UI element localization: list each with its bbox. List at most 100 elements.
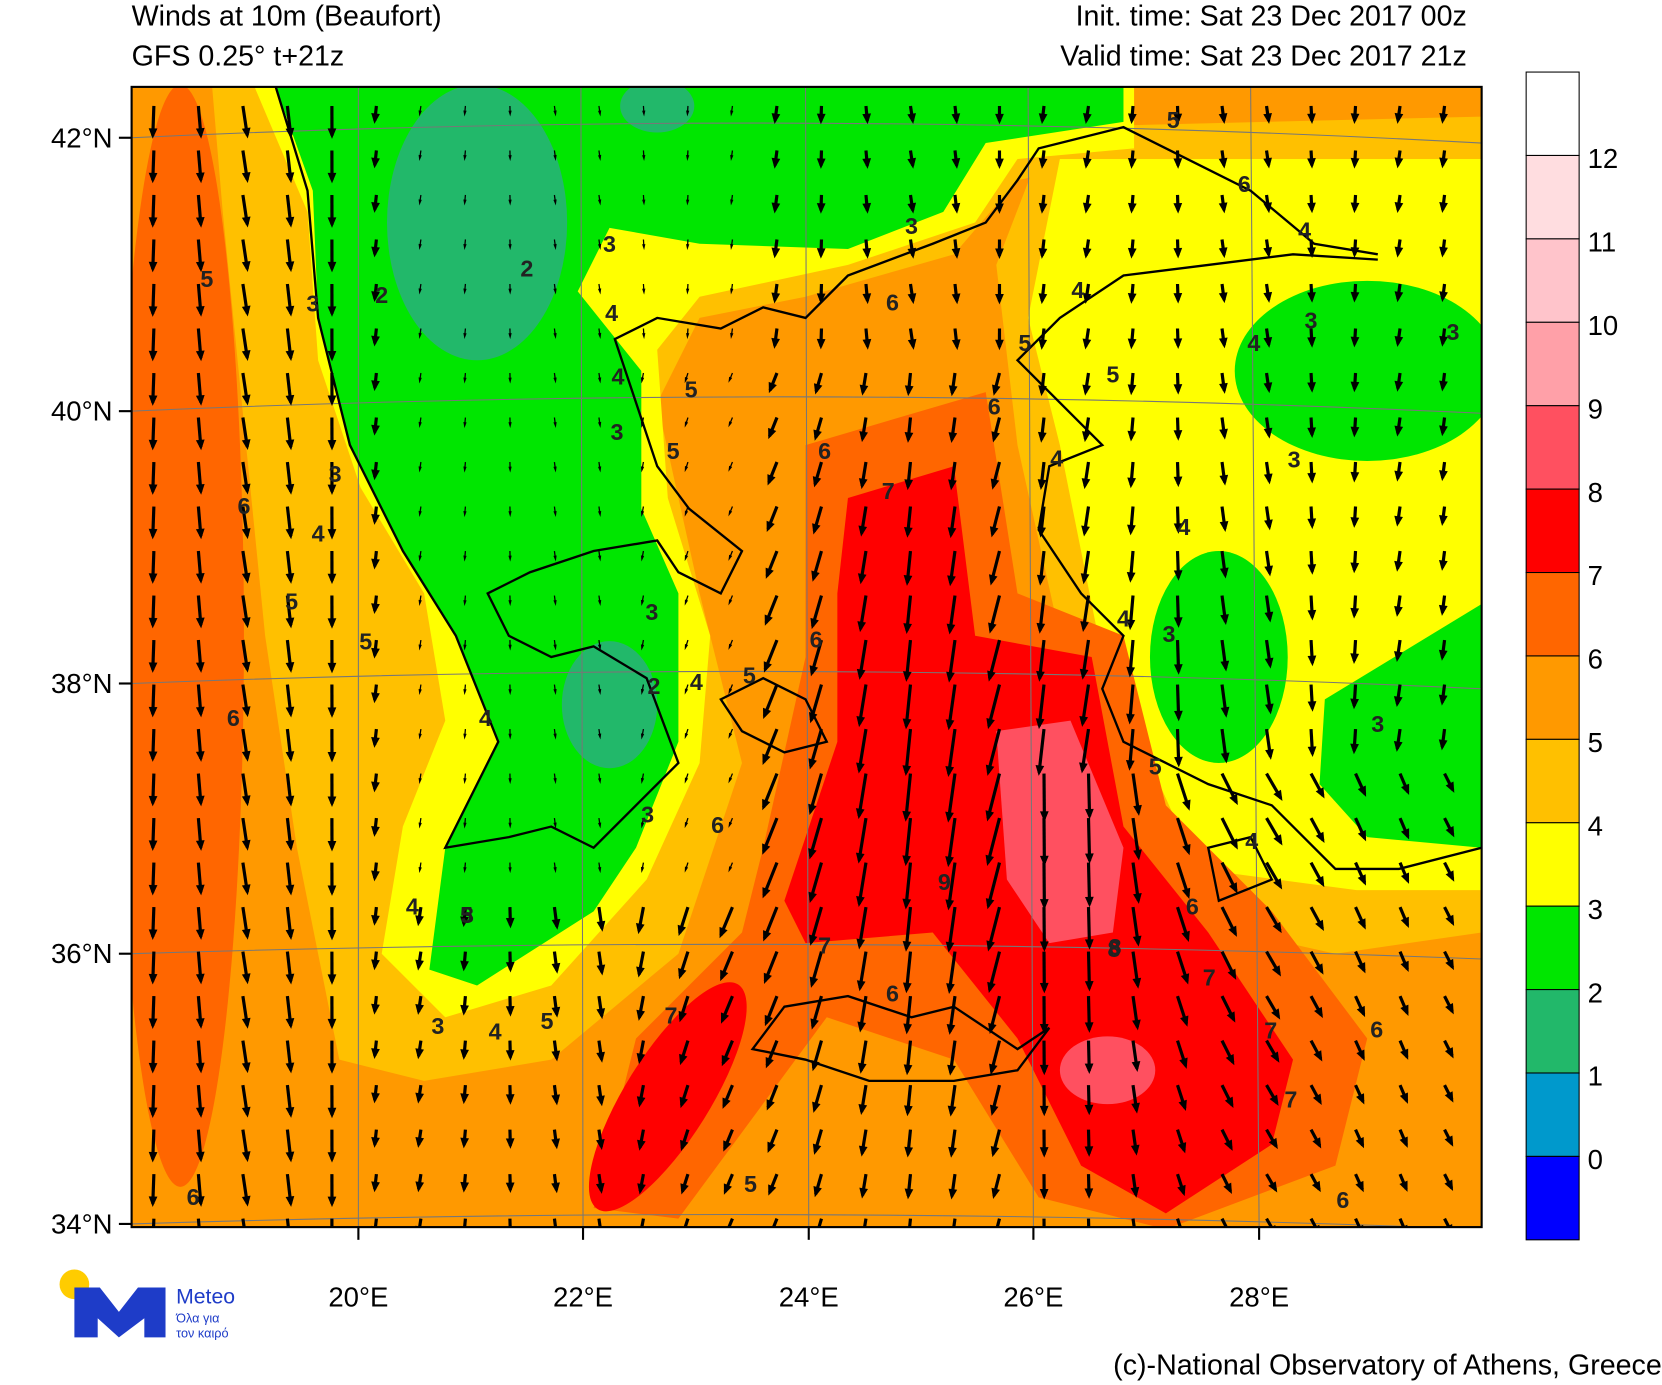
wind-arrow-head [551, 1050, 561, 1062]
wind-arrow-head [1173, 247, 1183, 259]
wind-arrow-head [327, 261, 337, 273]
wind-arrow-head [1264, 565, 1273, 577]
wind-arrow-head [856, 895, 865, 908]
wind-arrow-head [1219, 474, 1229, 486]
wind-arrow-head [684, 555, 689, 562]
wind-arrow-head [1038, 158, 1048, 169]
wind-arrow-head [771, 292, 781, 304]
wind-arrow [1443, 1217, 1451, 1228]
field [561, 641, 658, 769]
wind-arrow-head [1355, 1136, 1365, 1149]
wind-arrow-head [285, 528, 295, 540]
wind-arrow-head [415, 1136, 425, 1148]
wind-arrow-head [991, 431, 1000, 443]
wind-arrow-head [1133, 804, 1142, 816]
wind-arrow-head [195, 929, 205, 940]
wind-arrow-head [285, 706, 295, 718]
wind-arrow-head [195, 973, 205, 985]
contour-label: 4 [1177, 514, 1190, 540]
valid-time: Valid time: Sat 23 Dec 2017 21z [1060, 41, 1467, 73]
wind-arrow-head [463, 555, 467, 562]
wind-arrow-head [1268, 1137, 1278, 1150]
wind-arrow-head [597, 644, 602, 651]
contour-label: 5 [1149, 754, 1162, 780]
wind-arrow-head [1131, 1102, 1140, 1114]
wind-arrow-head [1125, 759, 1135, 771]
wind-arrow-head [642, 288, 646, 295]
wind-arrow-head [195, 1062, 205, 1074]
wind-arrow-head [762, 843, 771, 855]
wind-arrow-head [1394, 515, 1403, 527]
wind-arrow-head [1084, 1063, 1094, 1075]
wind-arrow-head [148, 172, 158, 184]
wind-arrow-head [327, 1107, 337, 1119]
wind-arrow-head [1132, 1019, 1141, 1031]
logo-tagline: τον καιρό [176, 1325, 228, 1340]
wind-arrow-head [327, 618, 337, 629]
contour-label: 8 [1109, 934, 1122, 960]
wind-arrow-head [1400, 872, 1410, 884]
wind-arrow-head [1438, 739, 1448, 751]
wind-arrow-head [553, 154, 557, 161]
contour-label: 4 [1071, 277, 1084, 303]
lon-label: 20°E [328, 1282, 388, 1313]
wind-arrow-head [730, 110, 734, 117]
wind-arrow-head [148, 1151, 158, 1163]
field [387, 86, 568, 361]
wind-arrow-head [285, 1107, 295, 1118]
wind-arrow-head [1127, 430, 1137, 442]
wind-arrow-head [857, 621, 867, 633]
colorbar-label: 2 [1588, 977, 1603, 1008]
wind-arrow-head [327, 128, 337, 139]
wind-arrow-head [902, 765, 912, 777]
wind-arrow-head [730, 199, 734, 206]
wind-arrow-head [856, 668, 866, 680]
contour-label: 2 [648, 673, 661, 699]
colorbar-box [1525, 71, 1580, 156]
contour-label: 6 [818, 438, 831, 464]
wind-arrow-head [1173, 338, 1183, 349]
wind-arrow [1398, 1218, 1406, 1228]
contour-label: 6 [237, 493, 250, 519]
wind-arrow-head [771, 157, 781, 169]
wind-arrow-head [285, 929, 295, 940]
colorbar-box [1525, 238, 1580, 323]
wind-arrow-head [946, 671, 955, 683]
wind-arrow-head [327, 1018, 337, 1030]
contour-label: 4 [1245, 828, 1258, 854]
wind-arrow-head [1394, 335, 1404, 347]
wind-arrow-head [640, 510, 645, 517]
lat-label: 34°N [51, 1208, 113, 1239]
wind-arrow-head [730, 154, 734, 161]
wind-arrow-head [640, 377, 645, 384]
wind-arrow-head [635, 922, 645, 935]
wind-arrow-head [505, 1050, 515, 1061]
wind-arrow-head [1126, 619, 1136, 631]
wind-arrow-head [1307, 746, 1317, 758]
wind-arrow-head [195, 261, 205, 273]
wind-arrow-head [1173, 570, 1183, 581]
wind-arrow-head [1350, 471, 1360, 483]
wind-arrow-head [1039, 855, 1049, 867]
wind-arrow-head [460, 1049, 469, 1060]
wind-arrow-head [1177, 1228, 1185, 1239]
wind-arrow-head [766, 520, 775, 533]
wind-arrow-head [241, 572, 251, 584]
wind-arrow-head [855, 808, 865, 820]
wind-arrow-head [768, 427, 777, 440]
wind-arrow-head [1132, 935, 1142, 947]
wind-arrow-head [808, 712, 818, 724]
wind-arrow-head [985, 764, 995, 776]
wind-arrow-head [553, 288, 557, 295]
wind-arrow-head [904, 432, 914, 443]
wind-arrow-head [285, 751, 295, 762]
wind-arrow-head [855, 852, 865, 864]
wind-arrow-head [1444, 1135, 1454, 1147]
lon-label: 28°E [1229, 1282, 1289, 1313]
wind-arrow-head [241, 839, 251, 851]
wind-arrow-head [1307, 518, 1317, 530]
wind-arrow-head [1039, 1147, 1049, 1158]
contour-label: 4 [690, 669, 703, 695]
wind-arrow [904, 773, 913, 819]
